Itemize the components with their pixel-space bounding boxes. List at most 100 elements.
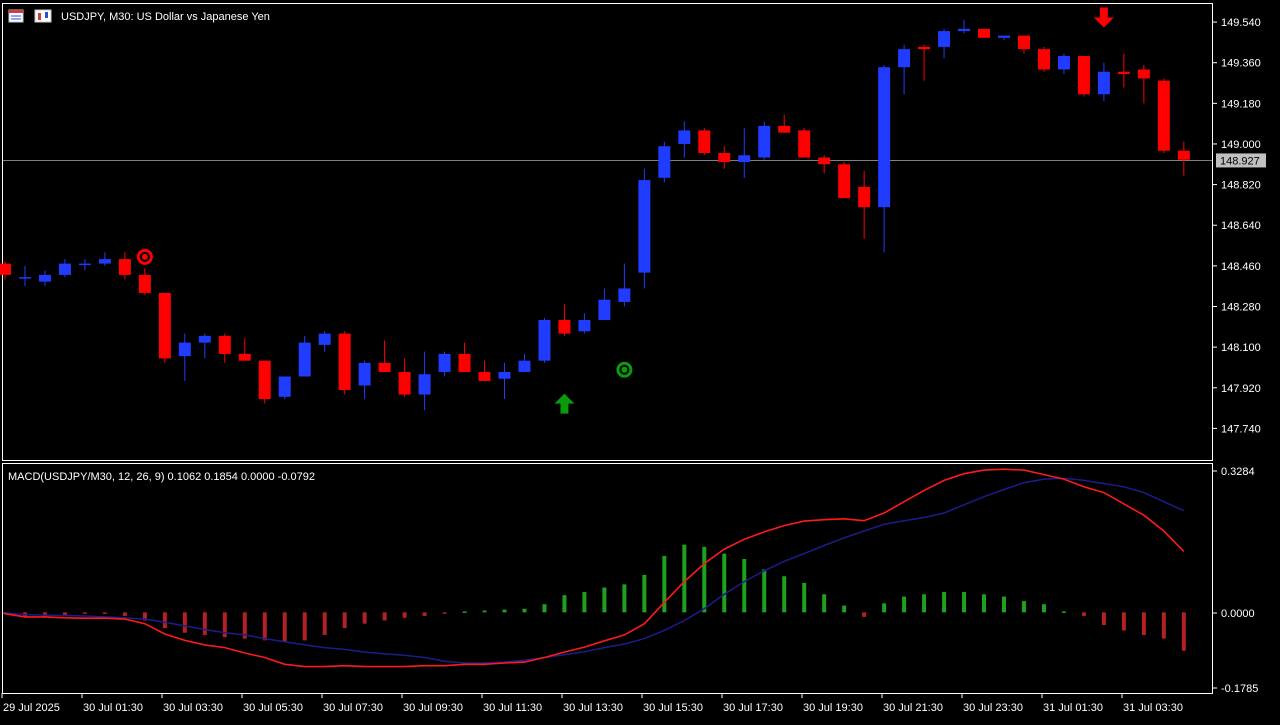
candle-body bbox=[638, 180, 651, 273]
macd-histogram-bar bbox=[322, 612, 327, 635]
macd-histogram-bar bbox=[242, 612, 247, 639]
macd-histogram-bar bbox=[642, 574, 647, 613]
time-tick-label: 30 Jul 07:30 bbox=[323, 702, 383, 714]
price-tick-label: 148.640 bbox=[1221, 220, 1261, 232]
candle bbox=[358, 360, 371, 400]
candle-body bbox=[138, 274, 151, 293]
price-tick-label: 148.460 bbox=[1221, 261, 1261, 273]
chart-type-icon[interactable] bbox=[34, 9, 52, 23]
candle-body bbox=[318, 333, 331, 345]
zero-marker-ring bbox=[619, 364, 630, 375]
macd-histogram-bar bbox=[1002, 596, 1006, 613]
candle-body bbox=[618, 288, 631, 302]
candle bbox=[1117, 53, 1130, 88]
time-tick-label: 30 Jul 17:30 bbox=[723, 702, 783, 714]
candle bbox=[1017, 35, 1030, 54]
candle-body bbox=[918, 46, 931, 50]
candle bbox=[1037, 46, 1050, 72]
candle bbox=[98, 252, 111, 266]
price-tick-label: 148.100 bbox=[1221, 342, 1261, 354]
candle bbox=[998, 35, 1010, 41]
time-tick-label: 30 Jul 09:30 bbox=[403, 702, 463, 714]
price-pane-frame bbox=[2, 3, 1213, 461]
candle bbox=[1057, 53, 1070, 74]
macd-histogram-bar bbox=[822, 594, 827, 613]
time-tick-label: 30 Jul 23:30 bbox=[963, 702, 1023, 714]
candle bbox=[758, 121, 771, 160]
candle-body bbox=[1057, 55, 1070, 70]
candle bbox=[258, 360, 271, 404]
price-tick-label: 147.920 bbox=[1221, 383, 1261, 395]
candle-body bbox=[798, 130, 811, 158]
candle-body bbox=[178, 342, 191, 357]
candle bbox=[958, 19, 971, 34]
macd-histogram-bar bbox=[562, 595, 567, 613]
macd-histogram-bar bbox=[1101, 612, 1106, 626]
macd-histogram-bar bbox=[902, 596, 907, 613]
candle bbox=[938, 28, 951, 59]
macd-histogram bbox=[3, 544, 1186, 651]
candle-body bbox=[518, 360, 531, 372]
macd-histogram-bar bbox=[1121, 612, 1126, 631]
macd-histogram-bar bbox=[982, 594, 987, 613]
candle bbox=[178, 333, 191, 381]
candle bbox=[398, 358, 411, 397]
candle bbox=[638, 168, 651, 289]
candle bbox=[878, 64, 891, 253]
macd-histogram-bar bbox=[1041, 604, 1046, 613]
macd-histogram-bar bbox=[582, 592, 587, 613]
time-tick-label: 31 Jul 03:30 bbox=[1123, 702, 1183, 714]
candle bbox=[198, 333, 211, 359]
candle-body bbox=[678, 130, 691, 144]
candle bbox=[658, 141, 671, 183]
macd-histogram-bar bbox=[442, 612, 447, 614]
price-tick-label: 148.820 bbox=[1221, 180, 1261, 192]
macd-histogram-bar bbox=[962, 592, 967, 613]
candle-body bbox=[358, 362, 371, 386]
macd-lines bbox=[4, 468, 1185, 668]
candle-body bbox=[498, 371, 511, 379]
candle bbox=[78, 259, 91, 271]
candle bbox=[418, 351, 431, 411]
price-tick-label: 147.740 bbox=[1221, 423, 1261, 435]
candle-body bbox=[858, 186, 871, 208]
candle bbox=[118, 252, 131, 280]
signal-line bbox=[4, 477, 1185, 664]
macd-histogram-bar bbox=[1021, 601, 1026, 613]
candle-body bbox=[1077, 55, 1090, 95]
candle bbox=[918, 44, 931, 81]
candle bbox=[298, 335, 311, 377]
candle-body bbox=[1017, 35, 1030, 50]
candle-body bbox=[1137, 69, 1150, 79]
macd-histogram-bar bbox=[1141, 612, 1146, 635]
candle-body bbox=[118, 259, 131, 275]
chart-window-icon[interactable] bbox=[8, 9, 24, 23]
candle bbox=[238, 338, 251, 361]
price-tick-label: 149.180 bbox=[1221, 98, 1261, 110]
candle-body bbox=[278, 376, 291, 397]
candle-body bbox=[1037, 49, 1050, 70]
candle bbox=[898, 44, 911, 95]
candle bbox=[778, 114, 791, 133]
candle bbox=[438, 351, 451, 377]
candle bbox=[38, 270, 51, 287]
macd-axis: 0.3284 0.0000 -0.1785 bbox=[1212, 466, 1258, 695]
candle-body bbox=[898, 49, 911, 68]
candle-body bbox=[18, 277, 31, 279]
macd-histogram-bar bbox=[282, 612, 287, 642]
candle-body bbox=[78, 263, 91, 266]
candle bbox=[378, 340, 391, 372]
macd-histogram-bar bbox=[382, 612, 387, 621]
candle bbox=[218, 333, 231, 363]
macd-histogram-bar bbox=[1161, 612, 1166, 639]
zero-signal-marker bbox=[616, 361, 633, 378]
macd-histogram-bar bbox=[702, 546, 707, 613]
macd-histogram-bar bbox=[722, 553, 727, 613]
macd-histogram-bar bbox=[82, 612, 87, 614]
candle-body bbox=[878, 67, 891, 208]
macd-histogram-bar bbox=[462, 611, 467, 613]
macd-histogram-bar bbox=[402, 612, 407, 618]
macd-histogram-bar bbox=[742, 559, 747, 613]
